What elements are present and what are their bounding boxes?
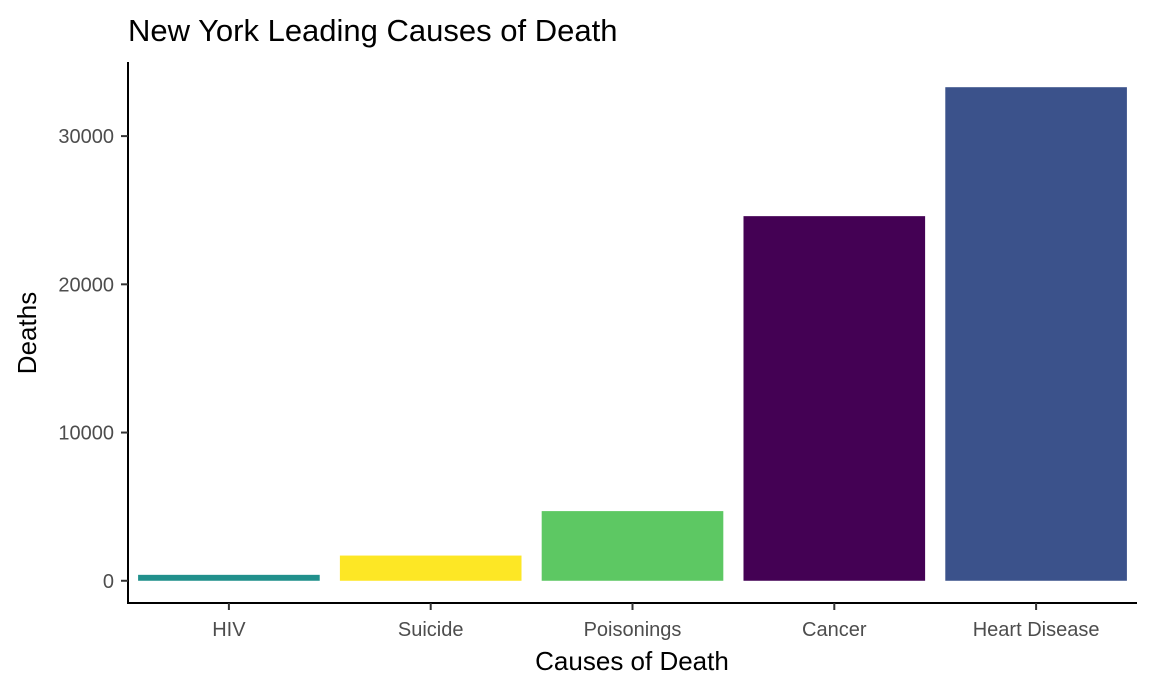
x-tick-label: Suicide: [398, 619, 464, 641]
x-tick-label: Poisonings: [584, 619, 682, 641]
y-tick-label: 30000: [58, 126, 114, 148]
y-ticks-group: 0 10000 20000 30000: [58, 126, 128, 593]
bar-suicide: [339, 555, 522, 581]
bar-heart-disease: [945, 87, 1127, 581]
x-ticks-group: HIV Suicide Poisonings Cancer Heart Disease: [212, 603, 1099, 641]
bar-hiv: [138, 574, 320, 581]
y-tick-label: 0: [103, 571, 114, 593]
y-tick-label: 10000: [58, 423, 114, 445]
bar-poisonings: [541, 511, 724, 581]
y-tick-label: 20000: [58, 274, 114, 296]
x-tick-label: Heart Disease: [973, 619, 1100, 641]
chart-title: New York Leading Causes of Death: [128, 13, 617, 48]
x-axis-title: Causes of Death: [535, 646, 729, 676]
x-tick-label: HIV: [212, 619, 246, 641]
x-tick-label: Cancer: [802, 619, 867, 641]
y-axis-title: Deaths: [12, 292, 42, 374]
bars-group: [138, 87, 1127, 581]
bar-cancer: [743, 216, 926, 581]
